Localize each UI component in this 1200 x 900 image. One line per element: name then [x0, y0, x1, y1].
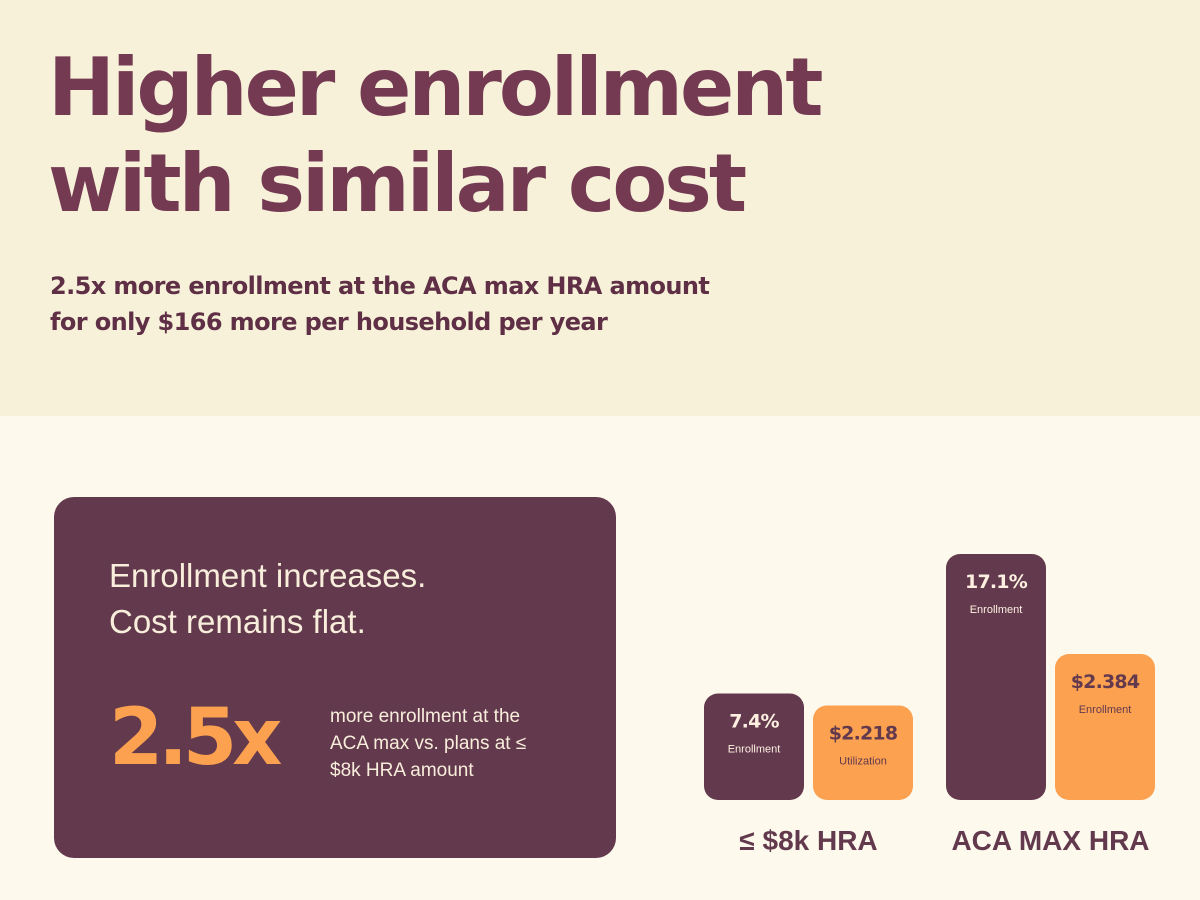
subheadline-line-2: for only $166 more per household per yea… — [50, 308, 608, 336]
card-title-line-1: Enrollment increases. — [109, 557, 427, 594]
subheadline: 2.5x more enrollment at the ACA max HRA … — [50, 268, 710, 340]
big-stat: 2.5x — [109, 693, 282, 783]
bar-value-label: $2.218 — [829, 722, 898, 744]
headline-line-2: with similar cost — [48, 137, 747, 230]
bar-sub-label: Enrollment — [728, 744, 781, 756]
bar-cost-0 — [813, 705, 913, 800]
summary-card: Enrollment increases. Cost remains flat.… — [54, 497, 616, 858]
bar-value-label: 17.1% — [965, 571, 1028, 593]
bar-sub-label: Utilization — [839, 755, 887, 767]
bar-cost-1 — [1055, 654, 1155, 800]
stat-description-line-1: more enrollment at the — [330, 706, 521, 727]
stat-description-line-3: $8k HRA amount — [330, 760, 474, 781]
bar-sub-label: Enrollment — [970, 604, 1023, 616]
category-label: ≤ $8k HRA — [739, 825, 877, 856]
bar-enrollment-1 — [946, 554, 1046, 800]
bar-value-label: 7.4% — [729, 711, 779, 733]
subheadline-line-1: 2.5x more enrollment at the ACA max HRA … — [50, 272, 710, 300]
category-label: ACA MAX HRA — [951, 825, 1149, 856]
bar-value-label: $2.384 — [1071, 671, 1140, 693]
stat-description: more enrollment at the ACA max vs. plans… — [330, 703, 580, 784]
headline: Higher enrollment with similar cost — [48, 40, 823, 232]
bar-sub-label: Enrollment — [1079, 704, 1132, 716]
card-title: Enrollment increases. Cost remains flat. — [109, 553, 426, 645]
enrollment-cost-chart: 7.4% Enrollment $2.218 Utilization ≤ $8k HRA… — [704, 554, 1155, 856]
hero-banner: Higher enrollment with similar cost 2.5x… — [0, 0, 1200, 416]
bar-enrollment-0 — [704, 693, 804, 800]
headline-line-1: Higher enrollment — [48, 41, 823, 134]
card-title-line-2: Cost remains flat. — [109, 603, 366, 640]
stat-description-line-2: ACA max vs. plans at ≤ — [330, 733, 527, 754]
